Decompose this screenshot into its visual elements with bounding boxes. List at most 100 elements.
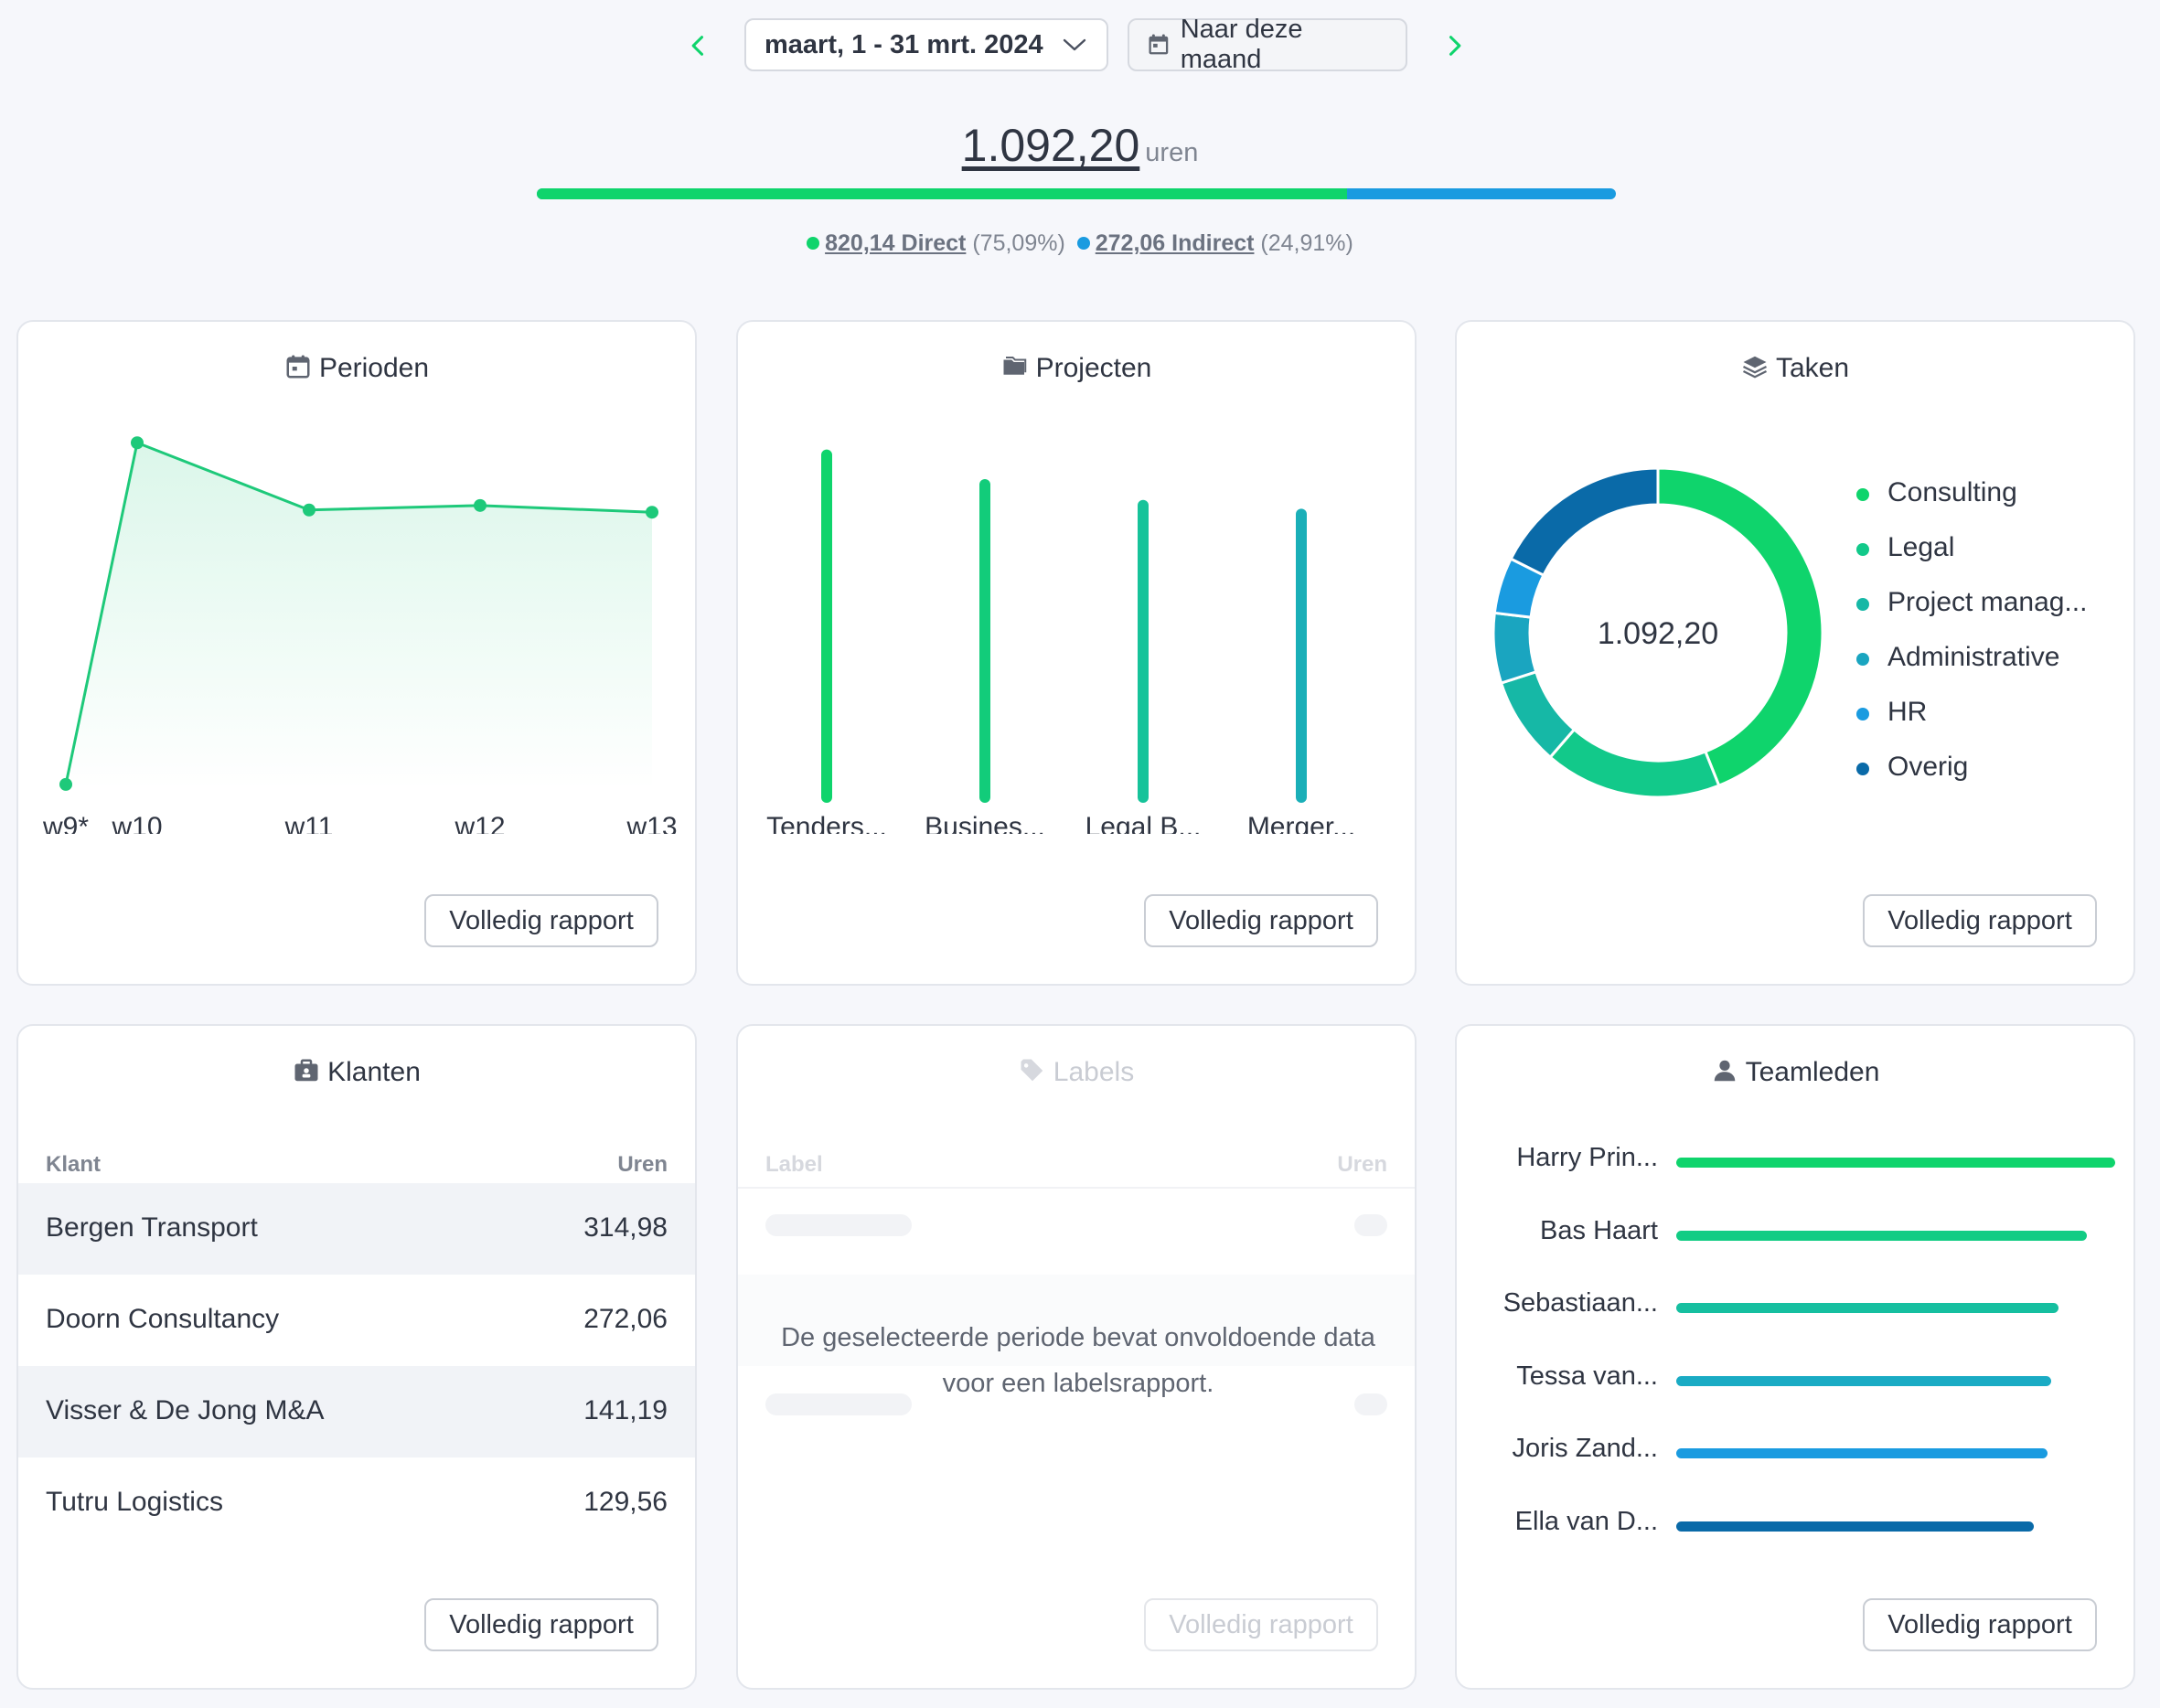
team-member-name: Sebastiaan... — [1502, 1288, 1658, 1318]
klanten-table-header: Klant Uren — [18, 1136, 695, 1189]
indirect-percentage: (24,91%) — [1260, 230, 1353, 256]
table-row[interactable]: Doorn Consultancy 272,06 — [18, 1275, 695, 1366]
taken-title: Taken — [1457, 353, 2133, 384]
uren-column-header: Uren — [617, 1152, 668, 1177]
table-row[interactable]: Bergen Transport 314,98 — [18, 1183, 695, 1275]
team-member-bar[interactable] — [1676, 1521, 2035, 1532]
indirect-dot-icon — [1076, 237, 1090, 250]
team-member-bar[interactable] — [1676, 1230, 2087, 1241]
client-hours: 314,98 — [583, 1212, 668, 1243]
taken-report-button[interactable]: Volledig rapport — [1863, 894, 2097, 947]
legend-dot-icon — [1856, 488, 1869, 501]
donut-slice-2[interactable] — [1548, 727, 1721, 799]
data-point-w12[interactable] — [474, 498, 487, 512]
client-hours: 129,56 — [583, 1487, 668, 1517]
table-row[interactable]: Tutru Logistics 129,56 — [18, 1457, 695, 1549]
direct-link[interactable]: 820,14 Direct — [825, 230, 967, 256]
perioden-report-button[interactable]: Volledig rapport — [424, 894, 658, 947]
total-hours-value[interactable]: 1.092,20 — [961, 120, 1140, 171]
this-month-label: Naar deze maand — [1180, 15, 1303, 74]
x-tick-label: Merger... — [1247, 812, 1355, 834]
tag-icon — [1021, 1059, 1043, 1082]
data-point-w9*[interactable] — [59, 777, 72, 791]
direct-dot-icon — [807, 237, 820, 250]
direct-indirect-bar — [537, 188, 1616, 199]
klanten-title-label: Klanten — [327, 1057, 421, 1087]
calendar-icon — [286, 355, 310, 379]
period-select[interactable]: maart, 1 - 31 mrt. 2024 — [744, 18, 1108, 71]
legend-label: Overig — [1887, 752, 1969, 782]
legend-item[interactable]: Consulting — [1856, 477, 2017, 508]
team-member-bar[interactable] — [1676, 1303, 2058, 1313]
projecten-chart: Tenders... Busines... Legal B... Merger... — [766, 449, 1355, 834]
period-navigation: maart, 1 - 31 mrt. 2024 Naar deze maand — [0, 15, 2160, 75]
uren-column-header: Uren — [1337, 1152, 1387, 1177]
klanten-report-button[interactable]: Volledig rapport — [424, 1598, 658, 1651]
chevron-left-icon — [691, 36, 704, 56]
donut-slice-1[interactable] — [1656, 466, 1824, 788]
data-point-w11[interactable] — [303, 503, 315, 517]
indirect-link[interactable]: 272,06 Indirect — [1095, 230, 1255, 256]
x-tick-label: Legal B... — [1085, 812, 1202, 834]
teamleden-report-button[interactable]: Volledig rapport — [1863, 1598, 2097, 1651]
team-member-bar[interactable] — [1676, 1448, 2048, 1458]
taken-donut-chart: 1.092,20 — [1492, 466, 1824, 799]
legend-item[interactable]: Administrative — [1856, 642, 2060, 673]
legend-dot-icon — [1856, 763, 1869, 775]
legend-dot-icon — [1856, 653, 1869, 666]
legend-dot-icon — [1856, 543, 1869, 556]
projecten-report-button[interactable]: Volledig rapport — [1144, 894, 1378, 947]
area-fill — [66, 443, 652, 790]
taken-card: Taken 1.092,20 Consulting Legal Project ma… — [1455, 320, 2135, 986]
next-period-button[interactable] — [1428, 16, 1480, 75]
skeleton-placeholder — [738, 1275, 1415, 1366]
legend-dot-icon — [1856, 708, 1869, 721]
data-point-w10[interactable] — [131, 436, 144, 450]
x-tick-label: Tenders... — [766, 812, 887, 834]
legend-label: Administrative — [1887, 642, 2060, 672]
this-month-button[interactable]: Naar deze maand — [1128, 15, 1407, 74]
legend-label: Consulting — [1887, 477, 2017, 507]
legend-item[interactable]: HR — [1856, 697, 1927, 728]
team-member-bar[interactable] — [1676, 1158, 2115, 1168]
skeleton-placeholder — [765, 1214, 912, 1236]
chevron-down-icon — [1063, 38, 1086, 51]
data-point-w13[interactable] — [646, 506, 658, 519]
perioden-chart: w9* w10 w11 w12 w13 — [42, 436, 678, 834]
projecten-title-label: Projecten — [1035, 353, 1152, 383]
table-row[interactable]: Visser & De Jong M&A 141,19 — [18, 1366, 695, 1457]
x-tick-label: w10 — [111, 812, 162, 834]
donut-slice-6[interactable] — [1509, 466, 1660, 578]
labels-card: Labels Label Uren De geselecteerde perio… — [736, 1024, 1417, 1690]
insufficient-data-message: De geselecteerde periode bevat onvoldoen… — [781, 1323, 1375, 1398]
client-name: Visser & De Jong M&A — [46, 1395, 325, 1425]
user-icon — [1714, 1060, 1735, 1082]
x-tick-label: w11 — [284, 812, 334, 834]
legend-dot-icon — [1856, 598, 1869, 611]
team-member-name: Harry Prin... — [1516, 1143, 1658, 1172]
client-hours: 141,19 — [583, 1395, 668, 1425]
client-hours: 272,06 — [583, 1304, 668, 1334]
legend-item[interactable]: Project manag... — [1856, 587, 2087, 618]
direct-fill — [537, 188, 1348, 199]
taken-title-label: Taken — [1775, 353, 1850, 383]
skeleton-placeholder — [1354, 1214, 1387, 1236]
legend-item[interactable]: Legal — [1856, 532, 1954, 563]
briefcase-icon — [294, 1059, 318, 1082]
klanten-card: Klanten Klant Uren Bergen Transport 314,… — [16, 1024, 697, 1690]
legend-item[interactable]: Overig — [1856, 752, 1969, 783]
team-member-bar[interactable] — [1676, 1375, 2052, 1386]
previous-period-button[interactable] — [673, 16, 724, 75]
folders-icon — [1003, 357, 1026, 375]
total-hours-unit: uren — [1145, 138, 1199, 167]
x-tick-label: w9* — [42, 812, 89, 834]
klanten-title: Klanten — [18, 1057, 695, 1088]
client-name: Tutru Logistics — [46, 1487, 223, 1517]
skeleton-placeholder — [1354, 1393, 1387, 1415]
direct-indirect-split: 820,14 Direct (75,09%) 272,06 Indirect (… — [0, 230, 2160, 257]
client-name: Bergen Transport — [46, 1212, 258, 1243]
donut-slice-4[interactable] — [1492, 611, 1538, 685]
chevron-right-icon — [1449, 36, 1461, 56]
labels-table-header: Label Uren — [738, 1136, 1415, 1189]
team-member-name: Tessa van... — [1516, 1361, 1658, 1391]
